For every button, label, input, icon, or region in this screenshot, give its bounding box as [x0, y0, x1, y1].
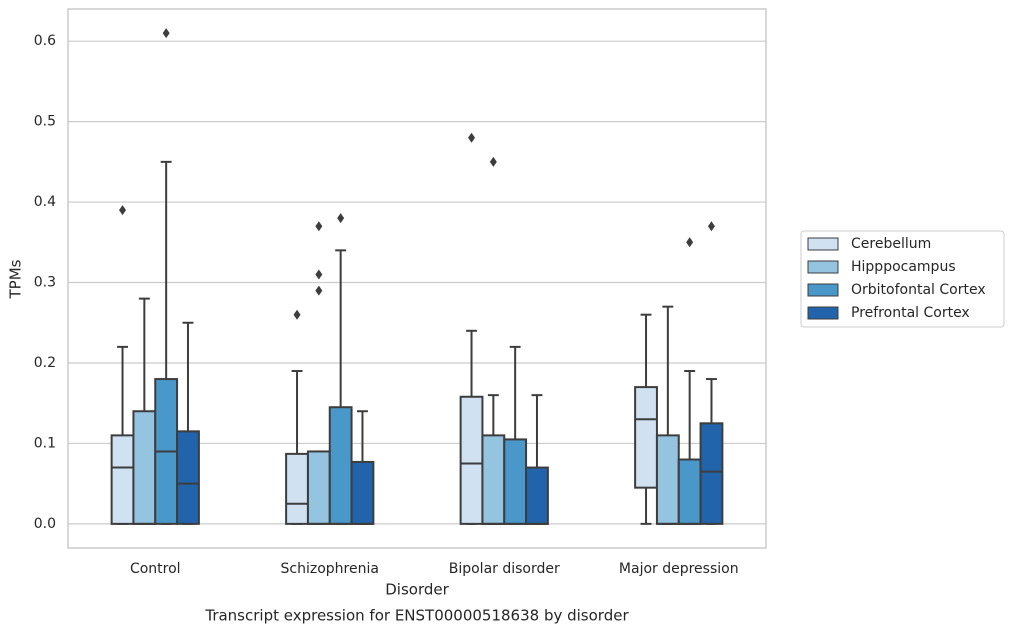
legend-swatch	[807, 283, 839, 297]
box	[176, 430, 200, 525]
legend-label: Hipppocampus	[851, 259, 956, 275]
outlier	[162, 28, 170, 39]
box	[677, 458, 702, 525]
y-tick-label: 0.3	[34, 275, 56, 291]
outlier	[707, 221, 715, 232]
outlier	[686, 237, 694, 248]
legend-swatch	[807, 306, 839, 320]
x-axis-label: Disorder	[385, 581, 449, 599]
x-tick-label: Control	[130, 561, 181, 577]
outlier	[119, 205, 127, 216]
legend-frame	[800, 230, 1005, 328]
outlier	[337, 213, 345, 224]
plot-frame	[67, 8, 767, 549]
y-tick-label: 0.5	[34, 114, 56, 130]
box	[350, 460, 375, 525]
outlier	[293, 309, 301, 320]
legend-label: Prefrontal Cortex	[851, 305, 970, 321]
x-tick-label: Bipolar disorder	[449, 561, 560, 577]
y-axis-label: TPMs	[7, 259, 25, 299]
y-tick-label: 0.6	[34, 33, 56, 49]
legend-label: Cerebellum	[851, 236, 931, 252]
chart-title: Transcript expression for ENST0000051863…	[204, 607, 629, 625]
y-tick-label: 0.1	[34, 435, 56, 451]
box	[132, 410, 157, 525]
x-tick-label: Major depression	[619, 561, 739, 577]
box	[285, 452, 309, 525]
y-tick-label: 0.4	[34, 194, 56, 210]
outlier	[315, 285, 323, 296]
legend: Cerebellum Hipppocampus Orbitofontal Corte…	[800, 230, 1005, 328]
box	[481, 434, 506, 525]
outlier	[489, 156, 497, 167]
x-tick-label: Schizophrenia	[281, 561, 379, 577]
box	[634, 386, 658, 489]
box	[503, 438, 528, 525]
legend-swatch	[807, 237, 839, 251]
outlier	[315, 269, 323, 280]
outlier	[468, 132, 476, 143]
box	[306, 450, 331, 525]
legend-swatch	[807, 260, 839, 274]
y-tick-label: 0.2	[34, 355, 56, 371]
box	[655, 434, 680, 525]
y-tick-label: 0.0	[34, 516, 56, 532]
box	[110, 434, 135, 525]
legend-label: Orbitofontal Cortex	[851, 282, 986, 298]
box	[699, 422, 724, 525]
box	[328, 406, 353, 525]
outlier	[315, 221, 323, 232]
box	[525, 466, 549, 525]
box	[459, 395, 484, 525]
